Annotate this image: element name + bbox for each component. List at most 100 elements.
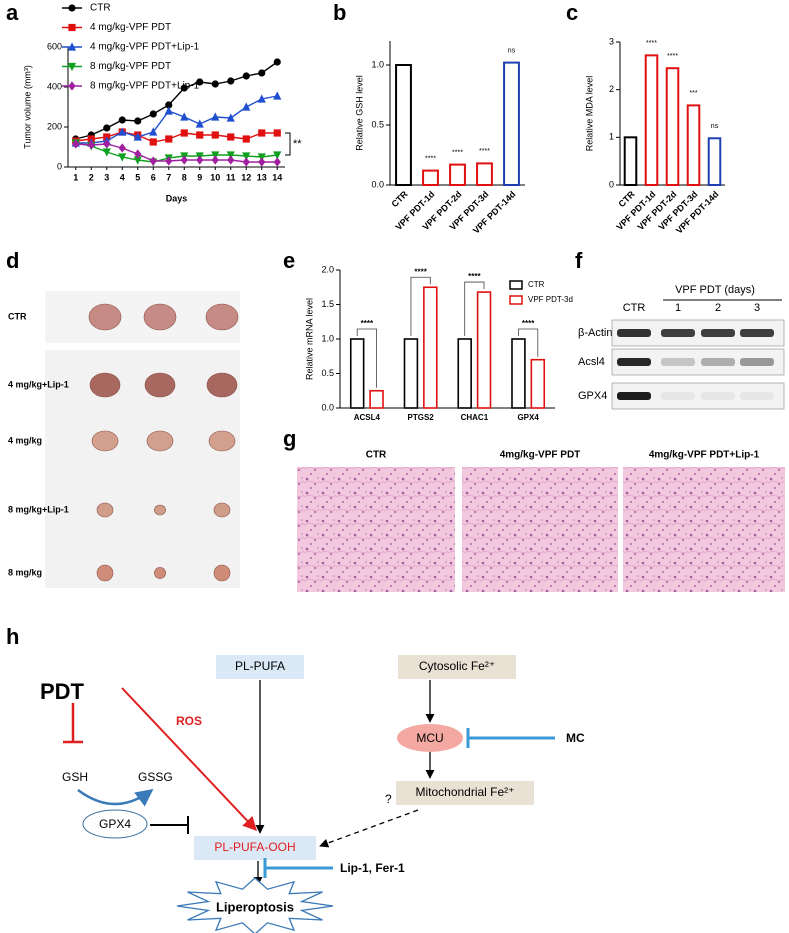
annotation: **** bbox=[479, 148, 490, 155]
node-label: ROS bbox=[176, 714, 202, 728]
marker bbox=[227, 77, 235, 85]
marker bbox=[149, 156, 157, 166]
bar bbox=[422, 169, 439, 187]
panel-label: e bbox=[283, 248, 295, 273]
y-tick-label: 1.0 bbox=[371, 59, 384, 69]
y-axis-label: Relative MDA level bbox=[584, 76, 594, 152]
legend-marker bbox=[68, 23, 76, 32]
legend-swatch bbox=[509, 295, 523, 305]
lane-label: 3 bbox=[754, 302, 760, 314]
tumor bbox=[143, 303, 177, 331]
legend-label: CTR bbox=[90, 3, 111, 14]
marker bbox=[273, 58, 281, 66]
bar bbox=[395, 64, 412, 186]
image-title: 4mg/kg-VPF PDT bbox=[500, 450, 581, 461]
blot-band bbox=[661, 329, 695, 337]
annotation: **** bbox=[522, 319, 535, 328]
marker bbox=[118, 116, 126, 124]
x-tick-label: 7 bbox=[166, 172, 171, 182]
annotation: **** bbox=[468, 272, 481, 281]
y-tick-label: 0.5 bbox=[371, 119, 384, 129]
significance-bracket bbox=[410, 276, 431, 336]
marker bbox=[196, 131, 204, 139]
blot-band bbox=[617, 329, 651, 337]
legend-label: 4 mg/kg-VPF PDT+Lip-1 bbox=[90, 42, 200, 53]
marker bbox=[180, 129, 188, 137]
lane-label: 2 bbox=[715, 302, 721, 314]
x-tick-label: 14 bbox=[272, 172, 282, 182]
legend-swatch bbox=[509, 280, 523, 290]
marker bbox=[211, 112, 220, 121]
x-tick-label: 1 bbox=[73, 172, 78, 182]
blot-row-label: Acsl4 bbox=[578, 356, 605, 368]
annotation: *** bbox=[689, 90, 697, 97]
tumor bbox=[205, 303, 239, 331]
tumor bbox=[96, 564, 114, 582]
annotation: **** bbox=[646, 40, 657, 47]
image-title: CTR bbox=[366, 450, 387, 461]
x-tick-label: 10 bbox=[210, 172, 220, 182]
bar bbox=[369, 389, 384, 409]
bar bbox=[457, 338, 472, 409]
bar bbox=[403, 338, 419, 409]
legend-label: VPF PDT-3d bbox=[528, 295, 573, 304]
marker bbox=[118, 127, 127, 136]
panel-label: h bbox=[6, 624, 19, 649]
y-axis-label: Tumor volume (mm³) bbox=[22, 65, 32, 149]
x-tick-label: 2 bbox=[89, 172, 94, 182]
marker bbox=[242, 135, 250, 143]
bar bbox=[665, 67, 680, 186]
bar bbox=[476, 162, 493, 186]
pathway-diagram: PDT PL-PUFA Cytosolic Fe²⁺ MCU MC Mitoch… bbox=[40, 655, 585, 933]
marker bbox=[180, 84, 188, 92]
significance-bracket bbox=[518, 328, 539, 357]
row-label: 4 mg/kg bbox=[8, 435, 42, 445]
marker bbox=[118, 143, 126, 153]
marker bbox=[211, 155, 219, 165]
blot-band bbox=[740, 358, 774, 366]
marker bbox=[72, 139, 80, 149]
x-tick-label: 12 bbox=[241, 172, 251, 182]
blot-band bbox=[617, 392, 651, 400]
bar bbox=[511, 338, 526, 409]
marker bbox=[273, 91, 282, 100]
tumor bbox=[96, 502, 114, 518]
tumor bbox=[154, 567, 166, 579]
tumor bbox=[213, 564, 231, 582]
legend-label: CTR bbox=[528, 280, 545, 289]
y-tick-label: 3 bbox=[609, 36, 614, 46]
blot-band bbox=[661, 392, 695, 400]
legend-label: 8 mg/kg-VPF PDT bbox=[90, 61, 171, 72]
blot-row-label: β-Actin bbox=[578, 327, 612, 339]
bar bbox=[644, 54, 659, 187]
row-label: CTR bbox=[8, 311, 27, 321]
y-tick-label: 400 bbox=[47, 81, 62, 91]
marker bbox=[149, 127, 158, 136]
x-tick-label: 8 bbox=[182, 172, 187, 182]
histology-image bbox=[297, 467, 455, 592]
panel-label: b bbox=[333, 0, 346, 25]
marker bbox=[164, 106, 173, 115]
bar bbox=[449, 163, 466, 187]
tumor bbox=[213, 502, 231, 518]
annotation: **** bbox=[361, 319, 374, 328]
marker bbox=[87, 140, 95, 150]
marker bbox=[242, 72, 250, 80]
marker bbox=[180, 155, 188, 165]
marker bbox=[227, 133, 235, 141]
blot-row-label: GPX4 bbox=[578, 390, 607, 402]
y-axis-label: Relative mRNA level bbox=[304, 298, 314, 380]
panel-label: d bbox=[6, 248, 19, 273]
significance-bracket bbox=[464, 281, 485, 336]
y-tick-label: 1.5 bbox=[321, 299, 334, 309]
marker bbox=[118, 153, 127, 162]
row-label: 8 mg/kg bbox=[8, 567, 42, 577]
node-label: MCU bbox=[416, 731, 443, 745]
marker bbox=[102, 148, 111, 157]
series-line bbox=[75, 142, 278, 163]
node-label: ? bbox=[385, 792, 392, 806]
histology-image bbox=[462, 467, 618, 592]
annotation: ** bbox=[293, 138, 302, 150]
y-tick-label: 1.0 bbox=[321, 333, 334, 343]
marker bbox=[273, 151, 282, 160]
